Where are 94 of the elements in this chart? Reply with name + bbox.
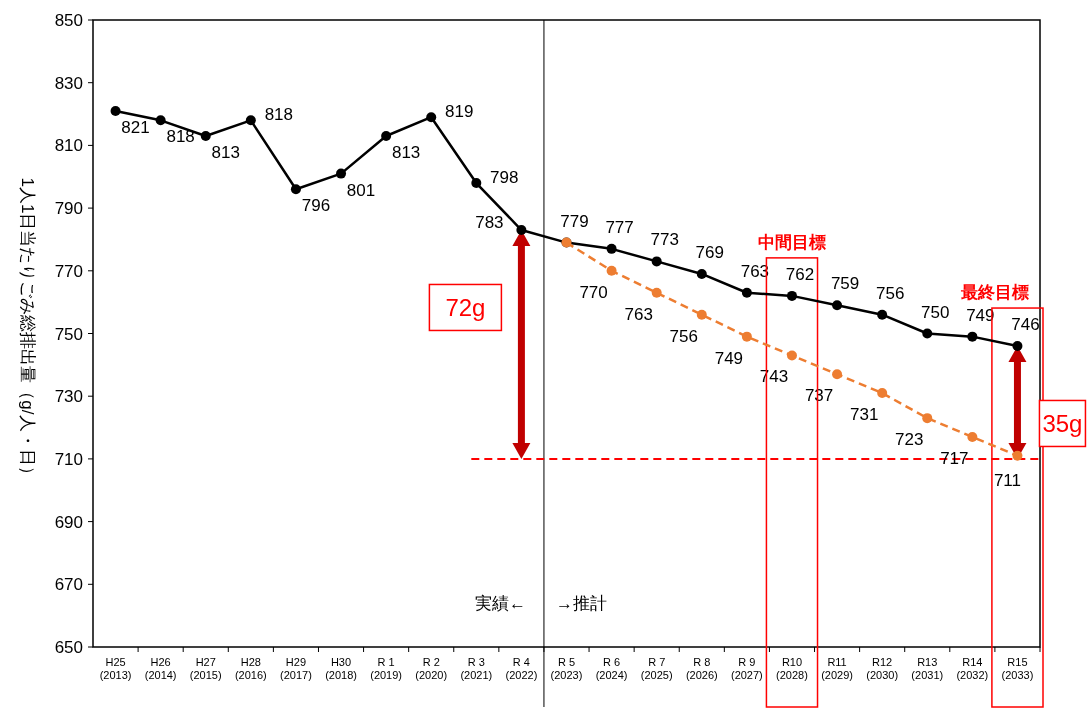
x-tick-label: R 9 (2027) [730,656,763,681]
data-label: 769 [695,242,724,262]
data-label: 731 [849,405,879,425]
point [1012,450,1023,461]
y-axis-title: 1人1日当たりごみ総排出量（g/人・日） [18,177,37,483]
data-label: 773 [650,230,679,250]
annotation: 最終目標 [960,283,1030,303]
point [922,413,933,424]
data-label: 746 [1011,315,1040,335]
data-label: 801 [346,180,376,200]
point [381,131,392,141]
y-tick-label: 750 [54,324,83,344]
point [832,369,843,380]
point [651,256,662,267]
data-label: 763 [624,304,653,324]
x-tick-label: R 3 (2021) [460,656,493,681]
y-tick-label: 810 [54,136,83,156]
data-label: 777 [605,217,634,237]
y-tick-label: 830 [54,73,83,93]
data-label: 711 [993,470,1022,490]
x-tick-label: R 2 (2020) [415,656,448,681]
point [922,328,933,339]
annotation: 実績← [474,594,526,613]
point [832,300,843,311]
point [245,115,256,126]
x-tick-label: H30 (2018) [325,656,357,681]
point [290,184,301,195]
point [1012,341,1023,352]
point [877,388,888,399]
y-tick-label: 690 [54,512,83,532]
point [606,243,617,254]
data-label: 819 [445,102,474,122]
data-label: 749 [714,348,744,368]
x-tick-label: R12 (2030) [866,656,899,681]
annotation: →推計 [555,594,607,613]
x-tick-label: H28 (2016) [234,656,267,681]
x-tick-label: R 6 (2024) [595,656,628,681]
annotation: 72g [445,294,486,322]
x-tick-label: H27 (2015) [189,656,222,681]
point [967,431,978,442]
x-tick-label: R 1 (2019) [370,656,403,681]
point [741,287,752,298]
point [696,309,707,320]
point [471,178,482,189]
x-tick-label: H29 (2017) [280,656,312,681]
annotation: 中間目標 [757,232,826,252]
y-tick-label: 790 [54,199,83,219]
data-label: 770 [579,282,608,302]
x-tick-label: R13 (2031) [911,656,944,681]
x-tick-label: R 8 (2026) [685,656,718,681]
point [877,309,888,320]
data-label: 813 [391,142,421,162]
data-label: 783 [475,213,504,233]
data-label: 759 [830,274,860,294]
data-label: 798 [490,168,519,188]
y-tick-label: 670 [54,575,83,595]
data-label: 750 [921,302,950,322]
point [741,331,752,342]
point [786,350,797,361]
text: 35g [1042,410,1083,438]
data-label: 813 [211,142,240,162]
point [651,287,662,298]
data-label: 756 [669,326,698,346]
y-tick-label: 730 [54,387,83,407]
point [336,168,347,179]
data-label: 818 [264,105,294,125]
point [200,131,211,141]
data-label: 762 [785,264,815,284]
point [786,290,797,301]
data-label: 779 [560,211,589,231]
y-tick-label: 770 [54,261,83,281]
data-label: 756 [875,283,905,303]
data-label: 796 [301,196,331,216]
x-tick-label: R10 (2028) [776,656,808,681]
x-tick-label: R 4 (2022) [505,656,538,681]
point [426,112,437,123]
x-tick-label: H25 (2013) [99,656,132,681]
x-tick-label: R11 (2029) [821,656,853,681]
y-tick-label: 650 [54,638,83,657]
y-tick-label: 850 [54,11,83,30]
x-tick-label: R15 (2033) [1001,656,1034,681]
data-label: 723 [895,430,924,450]
point [606,265,617,276]
point [110,105,121,116]
x-tick-label: H26 (2014) [144,656,177,681]
x-tick-label: R14 (2032) [956,656,989,681]
x-tick-label: R 5 (2023) [550,656,583,681]
point [516,225,527,236]
point [967,331,978,342]
x-tick-label: R 7 (2025) [640,656,673,681]
point [696,268,707,279]
data-label: 821 [121,117,150,137]
point [155,115,166,126]
y-tick-label: 710 [54,449,83,469]
